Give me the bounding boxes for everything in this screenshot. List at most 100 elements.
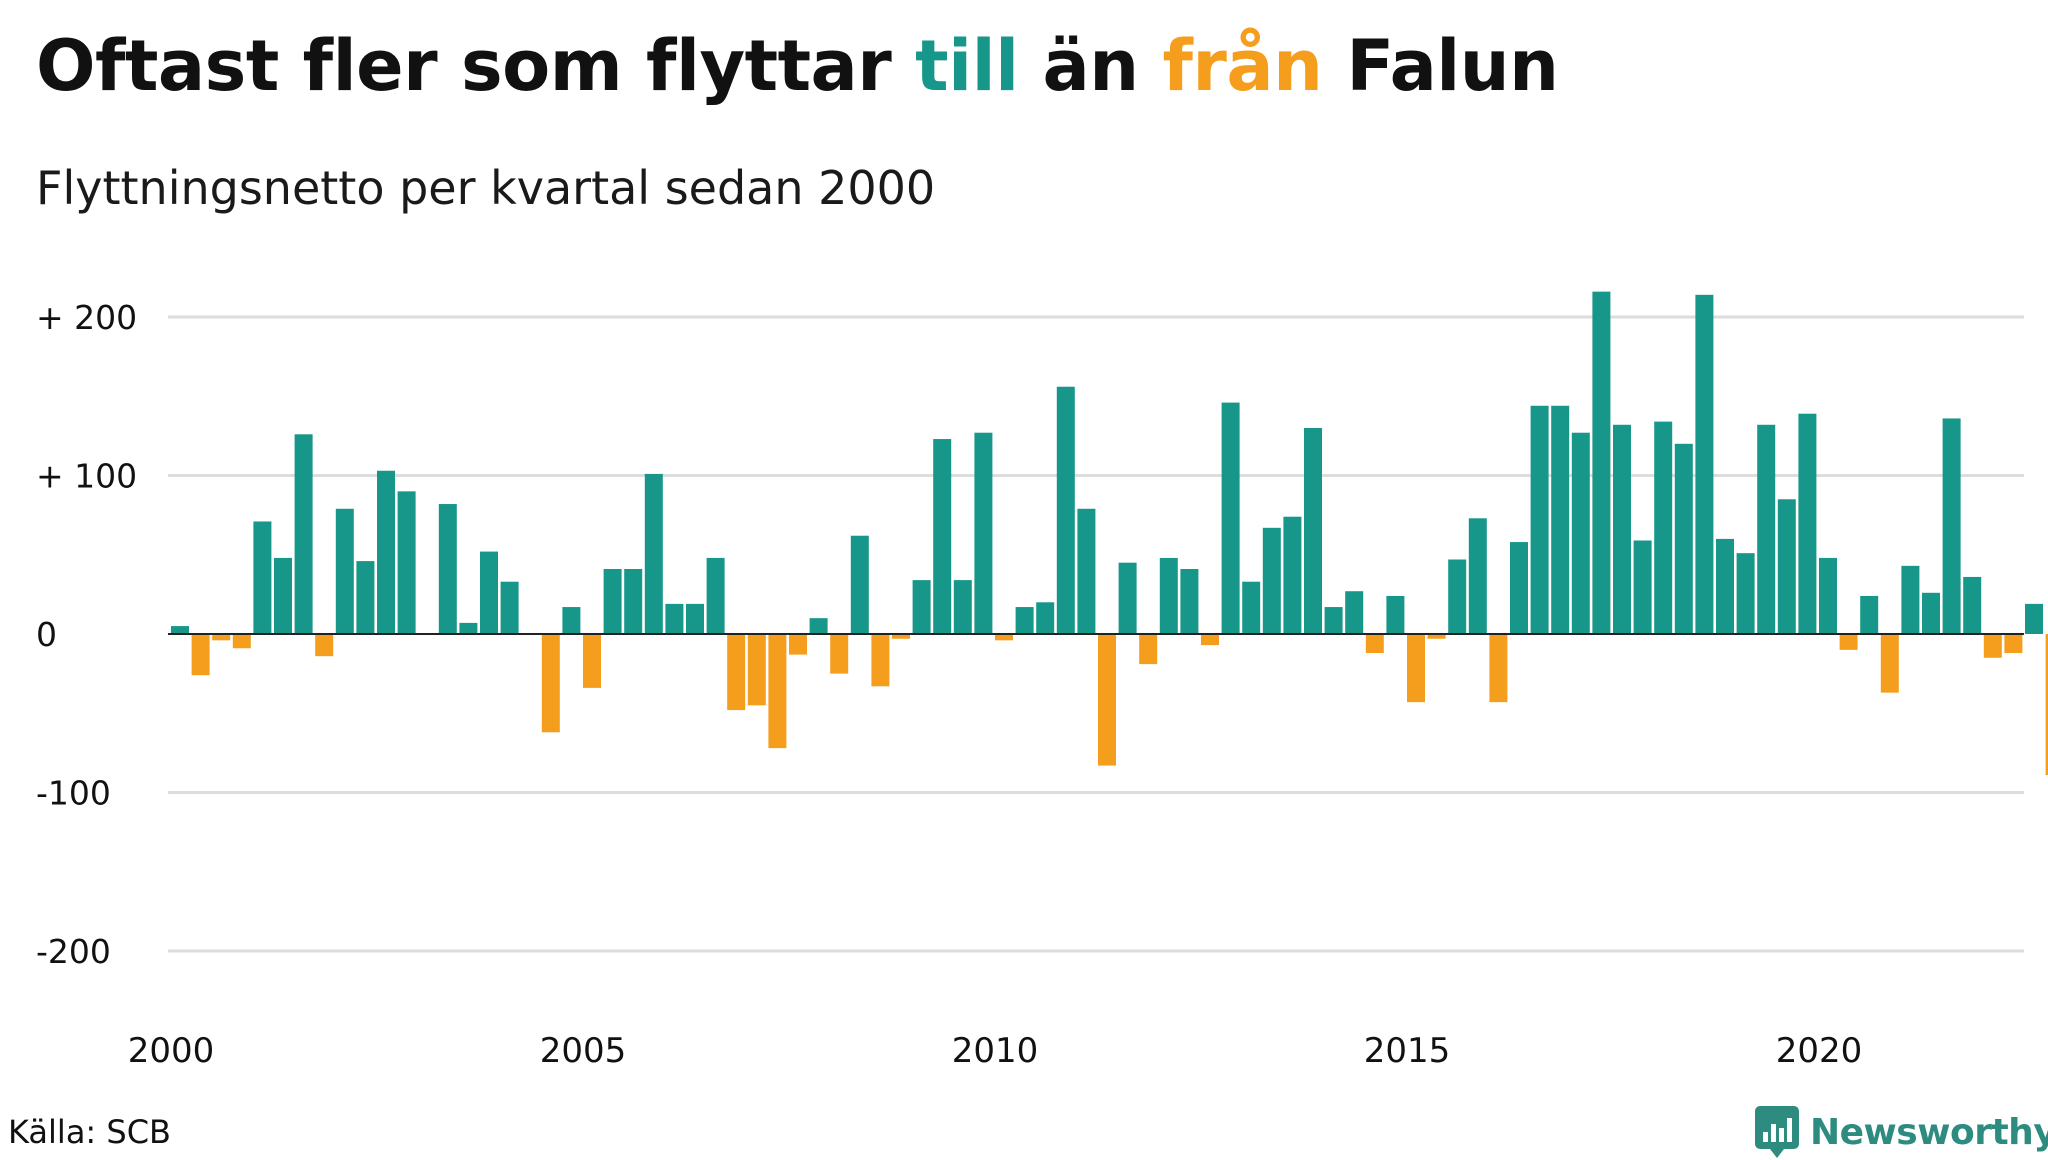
bar	[1963, 576, 1982, 634]
bar	[1860, 595, 1879, 634]
bar	[1757, 424, 1776, 634]
bar	[850, 535, 869, 634]
bar	[1098, 634, 1116, 766]
bar	[1716, 538, 1734, 634]
bar	[768, 634, 787, 749]
title-part-2: än	[1018, 25, 1163, 107]
bar	[1118, 562, 1137, 634]
bar	[1613, 424, 1631, 634]
bar	[686, 603, 704, 634]
bar	[1880, 634, 1899, 693]
title-part-3: Falun	[1322, 25, 1559, 107]
bar	[644, 473, 663, 634]
bar	[809, 618, 828, 634]
bar	[541, 634, 560, 733]
bar	[1571, 432, 1590, 634]
y-tick-label: + 200	[36, 298, 137, 337]
title-part-1: Oftast fler som flyttar	[36, 25, 916, 107]
bar	[459, 622, 478, 634]
bar	[356, 561, 375, 634]
title-highlight-fran: från	[1162, 25, 1323, 107]
bar	[1736, 553, 1755, 634]
bar	[1592, 291, 1611, 634]
bar	[1345, 591, 1364, 634]
bar	[1304, 427, 1322, 634]
title-highlight-till: till	[915, 25, 1019, 107]
bar	[274, 557, 292, 634]
bar	[2004, 634, 2023, 654]
bar	[1015, 607, 1034, 634]
bar	[1489, 634, 1508, 703]
bar	[335, 508, 354, 634]
bar	[1077, 508, 1096, 634]
bar	[2045, 634, 2048, 776]
bars	[171, 291, 2048, 776]
bar	[603, 569, 622, 634]
x-tick-label: 2010	[952, 1031, 1039, 1071]
bar	[1448, 559, 1467, 634]
bar	[1262, 527, 1281, 634]
bar	[1798, 413, 1817, 634]
bar	[583, 634, 601, 688]
y-axis-labels: + 200 + 100 0 -100 -200	[36, 298, 137, 971]
bar	[1674, 443, 1693, 634]
bar	[1139, 634, 1158, 665]
bar	[974, 432, 993, 634]
chart-subtitle: Flyttningsnetto per kvartal sedan 2000	[36, 161, 936, 215]
bar	[1983, 634, 2002, 658]
bar	[747, 634, 766, 706]
x-tick-label: 2020	[1776, 1031, 1863, 1071]
bar-chart: + 200 + 100 0 -100 -200 2000 2005 2010 2015 2020	[36, 291, 2048, 1071]
brand-logo: Newsworthy	[1754, 1104, 2048, 1160]
bar	[212, 634, 231, 641]
bar	[397, 491, 416, 634]
bar	[2025, 603, 2043, 634]
bar	[933, 439, 952, 634]
bar	[294, 434, 313, 634]
bar	[706, 557, 725, 634]
bar	[253, 521, 272, 634]
x-tick-label: 2005	[540, 1031, 627, 1071]
bar	[995, 634, 1013, 641]
bar	[171, 626, 189, 634]
grid-lines	[168, 315, 2024, 953]
bar	[1839, 634, 1858, 650]
bar	[624, 569, 643, 634]
source-note: Källa: SCB	[8, 1113, 171, 1151]
bar	[1922, 592, 1940, 634]
bar	[377, 470, 395, 634]
bar	[1427, 634, 1446, 639]
bar	[1819, 557, 1837, 634]
chart-title: Oftast fler som flyttar till än från Fal…	[36, 24, 1559, 108]
bar	[1324, 607, 1343, 634]
bar	[789, 634, 807, 655]
bar	[953, 580, 972, 634]
newsworthy-logo-icon	[1755, 1106, 1799, 1158]
bar	[1056, 386, 1075, 634]
bar	[1510, 542, 1528, 634]
bar	[871, 634, 890, 687]
bar	[1777, 499, 1796, 634]
bar	[1901, 565, 1920, 634]
bar	[1551, 405, 1570, 634]
bar	[1468, 518, 1487, 634]
bar	[912, 580, 931, 634]
bar	[1159, 557, 1178, 634]
bar	[1180, 569, 1199, 634]
bar	[830, 634, 849, 674]
bar	[1283, 516, 1302, 634]
bar	[1654, 421, 1673, 634]
bar	[1201, 634, 1219, 646]
bar	[892, 634, 910, 639]
bar	[232, 634, 251, 649]
bar	[438, 504, 457, 634]
bar	[665, 603, 684, 634]
bar	[1036, 602, 1055, 634]
x-tick-label: 2015	[1364, 1031, 1451, 1071]
bar	[1530, 405, 1549, 634]
bar	[1221, 402, 1240, 634]
y-tick-label: + 100	[36, 457, 137, 496]
bar	[727, 634, 746, 711]
x-axis-labels: 2000 2005 2010 2015 2020	[128, 1031, 1863, 1071]
bar	[191, 634, 210, 676]
